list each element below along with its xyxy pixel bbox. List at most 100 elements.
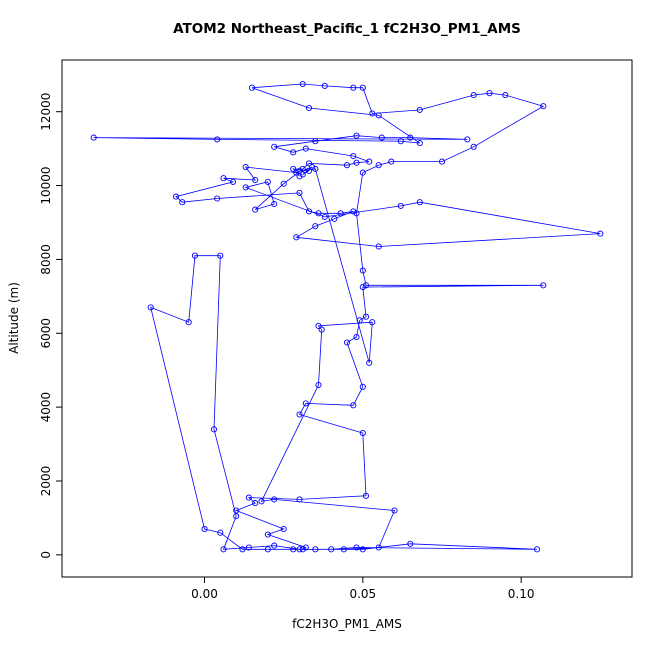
data-point [172,193,180,200]
data-point [220,546,227,553]
data-point [359,284,366,291]
data-point [271,200,278,208]
data-point [179,199,186,206]
data-point [378,134,385,141]
data-point [312,546,319,553]
data-point [416,106,423,113]
data-point [350,208,357,215]
data-point [252,500,259,507]
y-tick-label: 6000 [39,318,53,349]
data-point [239,546,246,553]
data-point [359,546,366,553]
data-point [369,110,376,117]
data-point [312,223,319,230]
data-point [328,546,335,553]
data-point [217,529,224,536]
data-point [233,513,240,520]
data-point [296,496,303,503]
data-point [185,319,192,326]
data-point [359,267,366,274]
data-point [258,498,265,505]
data-point [353,132,360,139]
data-point [296,167,303,174]
data-point [391,507,398,514]
data-point [214,136,221,143]
data-point [264,531,271,538]
data-series [90,80,604,553]
data-point [470,92,477,99]
data-point [353,333,360,341]
data-point [397,202,404,209]
data-point [407,134,414,141]
data-point [353,159,360,166]
data-point [299,80,306,88]
data-point [388,158,395,165]
data-point [290,165,297,172]
data-point [210,426,218,433]
data-point [375,112,382,119]
data-point [299,165,306,172]
data-point [350,84,357,91]
data-point [220,175,227,182]
data-point [293,234,300,241]
data-point [362,313,370,320]
data-point [90,134,97,141]
data-point [201,525,208,533]
y-tick-label: 2000 [39,466,53,497]
data-point [356,317,363,324]
data-point [302,145,309,152]
x-tick-label: 0.10 [508,587,535,601]
data-point [280,525,287,533]
plot-box [61,59,633,578]
data-point [343,162,351,169]
data-point [229,178,237,185]
data-point [438,158,446,165]
data-point [321,82,328,89]
data-point [312,165,319,172]
data-point [315,210,322,217]
data-point [315,381,322,389]
data-point [486,90,493,97]
data-point [214,195,221,202]
data-point [321,213,328,220]
y-axis-label: Altitude (m) [7,282,21,354]
data-point [271,496,278,503]
data-point [343,339,351,346]
data-point [353,544,360,551]
data-point [362,492,370,499]
x-tick-label: 0.05 [349,587,376,601]
trajectory-line [93,83,601,550]
y-tick-label: 0 [39,551,53,559]
data-point [264,178,271,185]
data-point [353,210,360,217]
data-point [340,546,347,553]
y-tick-label: 12000 [39,93,53,131]
data-point [302,400,309,407]
data-point [315,322,322,329]
data-point [407,540,414,547]
data-point [296,411,303,418]
data-point [271,143,278,150]
data-point [290,546,297,553]
data-point [540,103,547,110]
data-point [350,402,357,409]
data-point [533,546,541,553]
data-point [252,206,259,213]
data-point [147,304,154,311]
data-point [597,230,604,237]
data-point [416,199,423,206]
data-point [369,319,376,326]
data-point [296,546,303,553]
data-point [264,546,271,553]
data-point [331,215,338,222]
data-point [305,167,313,174]
x-axis-label: fC2H3O_PM1_AMS [292,617,402,631]
data-point [540,282,547,289]
data-point [366,359,373,366]
y-tick-label: 10000 [39,166,53,204]
data-point [242,164,249,171]
data-point [271,542,278,549]
data-point [375,544,382,551]
data-point [248,84,256,91]
